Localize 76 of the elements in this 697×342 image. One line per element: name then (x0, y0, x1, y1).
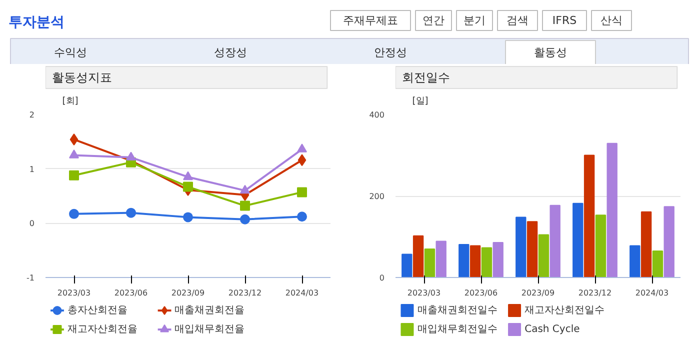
legend-label: 총자산회전율 (67, 305, 128, 316)
bar (424, 248, 436, 278)
legend-label: 매입채무회전율 (174, 324, 245, 335)
bar (630, 245, 640, 278)
x-tick-label: 2023/03 (407, 288, 441, 298)
bar (492, 242, 504, 278)
point (240, 184, 250, 194)
legend-label: Cash Cycle (524, 324, 580, 335)
bar (640, 211, 652, 278)
text: 주재무제표 (343, 14, 398, 27)
y-tick-label: 400 (369, 110, 385, 120)
text: IFRS (552, 14, 577, 27)
y-tick-label: 0 (379, 274, 385, 282)
bar (436, 240, 446, 278)
y-tick-label: -1 (26, 274, 35, 282)
x-tick-label: 2023/03 (57, 288, 91, 298)
bar (402, 254, 412, 278)
point (183, 212, 193, 222)
point (298, 154, 306, 166)
text: 수익성 (54, 46, 87, 59)
y-tick-label: 1 (29, 164, 35, 174)
x-tick-label: 2023/12 (228, 288, 262, 298)
chart-title: 활동성지표 (52, 70, 112, 84)
bar (572, 202, 584, 278)
y-tick-label: 2 (29, 110, 35, 120)
point (126, 152, 136, 161)
point (240, 200, 250, 211)
x-tick-label: 2023/09 (171, 288, 205, 298)
x-tick-label: 2024/03 (285, 288, 319, 298)
legend-label: 재고자산회전일수 (524, 305, 605, 316)
x-tick-label: 2023/06 (464, 288, 498, 298)
bar (516, 216, 526, 278)
point (183, 171, 193, 180)
text: 활동성 (534, 46, 567, 59)
point (69, 170, 79, 180)
point (240, 214, 250, 224)
text: 연간 (422, 14, 444, 27)
bar (481, 247, 492, 278)
legend-label: 매입채무회전일수 (417, 324, 498, 335)
text: 투자분석 (8, 14, 64, 30)
point (297, 144, 307, 152)
y-axis-title: [일] (412, 96, 428, 106)
bar (470, 245, 481, 278)
legend-label: 매출채권회전일수 (417, 305, 498, 316)
point (297, 187, 307, 198)
bar (584, 154, 595, 278)
x-tick-label: 2023/06 (114, 288, 148, 298)
bar (664, 206, 674, 278)
legend-label: 재고자산회전율 (67, 324, 138, 335)
text: 성장성 (214, 46, 247, 59)
point (69, 208, 79, 219)
bar (606, 142, 618, 278)
text: 안정성 (374, 46, 407, 59)
bar (652, 250, 664, 278)
point (183, 182, 193, 192)
x-tick-label: 2024/03 (635, 288, 669, 298)
text: 산식 (600, 14, 622, 27)
x-tick-label: 2023/12 (578, 288, 612, 298)
point (297, 212, 307, 222)
text: 검색 (506, 14, 528, 27)
text: 분기 (464, 14, 486, 27)
bar (458, 244, 470, 278)
point (70, 133, 78, 146)
bar (526, 221, 538, 278)
x-tick-label: 2023/09 (521, 288, 555, 298)
legend-label: 매출채권회전율 (174, 305, 245, 316)
chart-title: 회전일수 (402, 70, 450, 84)
y-axis-title: [회] (62, 96, 78, 106)
point (69, 150, 79, 158)
bar (412, 235, 424, 278)
point (126, 208, 136, 218)
bar (550, 204, 560, 278)
bar (538, 234, 550, 278)
y-tick-label: 200 (369, 192, 385, 201)
y-tick-label: 0 (29, 219, 35, 228)
bar (595, 214, 606, 278)
